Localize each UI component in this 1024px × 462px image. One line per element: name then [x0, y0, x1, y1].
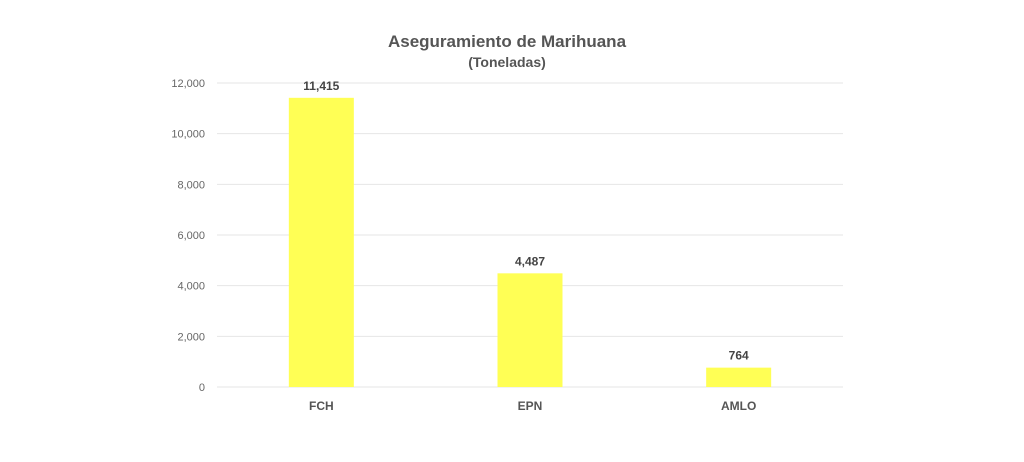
- data-label: 764: [729, 349, 749, 363]
- x-tick-label: EPN: [518, 399, 543, 413]
- bar-amlo: [706, 367, 772, 387]
- x-tick-label: AMLO: [721, 399, 756, 413]
- bar-epn: [497, 273, 563, 387]
- data-label: 11,415: [303, 79, 339, 93]
- chart-subtitle: (Toneladas): [468, 54, 546, 70]
- data-label: 4,487: [515, 254, 545, 268]
- chart-title: Aseguramiento de Marihuana: [388, 32, 627, 51]
- y-tick-label: 12,000: [171, 78, 205, 90]
- y-tick-label: 2,000: [177, 331, 205, 343]
- y-tick-label: 4,000: [177, 281, 205, 293]
- y-tick-label: 8,000: [177, 179, 205, 191]
- y-tick-label: 0: [199, 382, 205, 394]
- bar-fch: [288, 97, 354, 387]
- y-tick-label: 10,000: [171, 129, 205, 141]
- y-tick-label: 6,000: [177, 230, 205, 242]
- x-tick-label: FCH: [309, 399, 334, 413]
